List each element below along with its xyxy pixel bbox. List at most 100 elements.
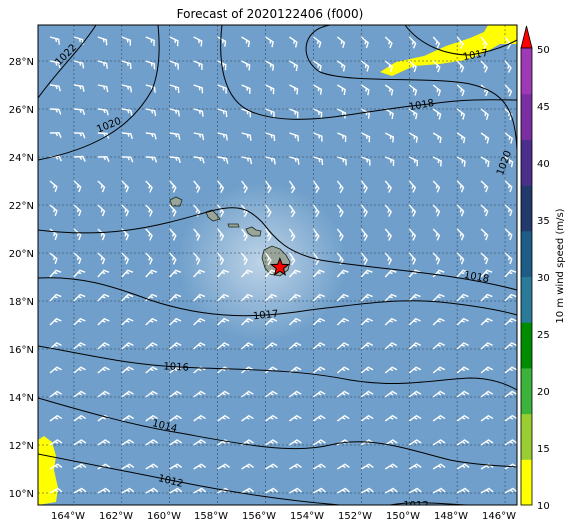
wind-barb (145, 366, 158, 374)
isobar-label: 1017 (253, 309, 279, 323)
wind-barb (217, 252, 225, 266)
wind-barb (336, 180, 344, 194)
wind-barb (289, 439, 302, 446)
wind-barb (241, 60, 251, 71)
wind-barb (480, 252, 489, 265)
wind-barb (456, 366, 470, 374)
wind-barb (337, 156, 347, 166)
wind-barb (336, 414, 350, 422)
wind-barb (121, 180, 130, 193)
wind-barb (49, 439, 63, 446)
colorbar-segment (521, 230, 532, 277)
wind-barb (456, 317, 469, 326)
wind-barb (456, 228, 465, 241)
wind-barb (384, 228, 393, 241)
wind-barb (97, 487, 111, 494)
wind-barb (384, 108, 394, 120)
wind-barb (456, 414, 470, 422)
wind-barb (73, 390, 87, 398)
wind-barb (241, 487, 255, 494)
wind-barb (73, 342, 86, 350)
wind-barb (336, 342, 350, 350)
lat-tick: 12°N (9, 441, 34, 452)
wind-barb (480, 84, 489, 97)
wind-barb (49, 414, 63, 422)
wind-barb (73, 293, 86, 302)
wind-barb (336, 366, 350, 374)
wind-barb (73, 108, 86, 116)
wind-barb (312, 204, 320, 218)
wind-barb (73, 228, 82, 241)
wind-barb (49, 293, 62, 302)
wind-barb (121, 342, 134, 350)
wind-barb (456, 132, 466, 144)
wind-barb (456, 156, 466, 167)
colorbar-extend-arrow (520, 25, 533, 49)
wind-barb (480, 487, 494, 494)
colorbar-label: 10 m wind speed (m/s) (555, 208, 566, 323)
wind-barb (408, 156, 419, 167)
isobar-contours (38, 25, 517, 505)
wind-barb (49, 204, 58, 217)
wind-barb (504, 317, 517, 326)
colorbar-segment (521, 139, 532, 186)
wind-barb (312, 390, 326, 398)
wind-barb (145, 414, 158, 422)
wind-barb (289, 36, 298, 48)
wind-barb (504, 269, 517, 278)
wind-barb (408, 108, 418, 120)
wind-barb (360, 390, 374, 398)
wind-barb (121, 252, 130, 265)
wind-barb (121, 36, 132, 46)
wind-barb (504, 414, 517, 422)
wind-barb (241, 269, 253, 278)
wind-barb (504, 180, 513, 193)
wind-barb (432, 132, 442, 144)
wind-barb (480, 317, 493, 326)
wind-barb (265, 390, 278, 398)
wind-barb (360, 252, 368, 266)
wind-barb (456, 252, 465, 265)
wind-barb (312, 180, 320, 194)
wind-barbs (49, 36, 517, 494)
wind-barb (313, 414, 326, 422)
wind-barb (360, 180, 368, 194)
wind-barb (504, 293, 517, 302)
wind-barb (265, 366, 278, 374)
graticule (38, 25, 517, 505)
wind-barb (313, 487, 326, 494)
wind-barb (217, 414, 230, 422)
wind-barb (313, 156, 324, 166)
wind-barb (169, 84, 180, 94)
wind-barb (360, 84, 370, 96)
wind-barb (432, 252, 441, 265)
wind-barb (480, 463, 494, 470)
colorbar-tick: 15 (537, 444, 550, 455)
colorbar-segment (521, 48, 532, 95)
wind-barb (217, 463, 231, 470)
wind-barb (480, 180, 489, 193)
wind-barb (432, 108, 442, 120)
wind-barb (121, 269, 134, 278)
wind-barb (504, 132, 514, 144)
wind-barb (504, 439, 517, 446)
wind-barb (289, 60, 298, 72)
wind-barb (408, 60, 417, 73)
wind-barb (288, 293, 301, 302)
wind-barb (145, 60, 156, 70)
wind-barb (217, 228, 225, 242)
map-title: Forecast of 2020122406 (f000) (176, 7, 364, 21)
wind-barb (121, 317, 134, 326)
wind-barb (73, 180, 82, 193)
wind-barb (145, 108, 157, 117)
wind-barb (49, 60, 61, 69)
wind-barb (49, 84, 61, 92)
isobar-1012 (38, 453, 341, 505)
wind-barb (241, 132, 252, 141)
wind-barb (193, 108, 204, 117)
isobar-1018-south (38, 207, 517, 291)
wind-barb (408, 132, 418, 143)
wind-barb (456, 60, 465, 73)
wind-barb (169, 132, 181, 140)
wind-barb (145, 132, 157, 140)
